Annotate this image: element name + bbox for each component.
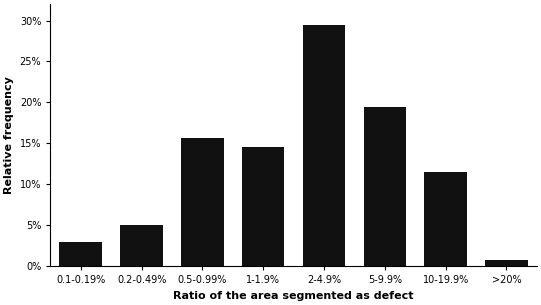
Bar (364, 106, 406, 266)
Y-axis label: Relative frequency: Relative frequency (4, 76, 14, 194)
Bar (485, 260, 527, 266)
Bar (60, 242, 102, 266)
Bar (424, 172, 467, 266)
X-axis label: Ratio of the area segmented as defect: Ratio of the area segmented as defect (173, 291, 414, 301)
Bar (303, 25, 345, 266)
Bar (120, 225, 163, 266)
Bar (181, 138, 223, 266)
Bar (242, 148, 285, 266)
